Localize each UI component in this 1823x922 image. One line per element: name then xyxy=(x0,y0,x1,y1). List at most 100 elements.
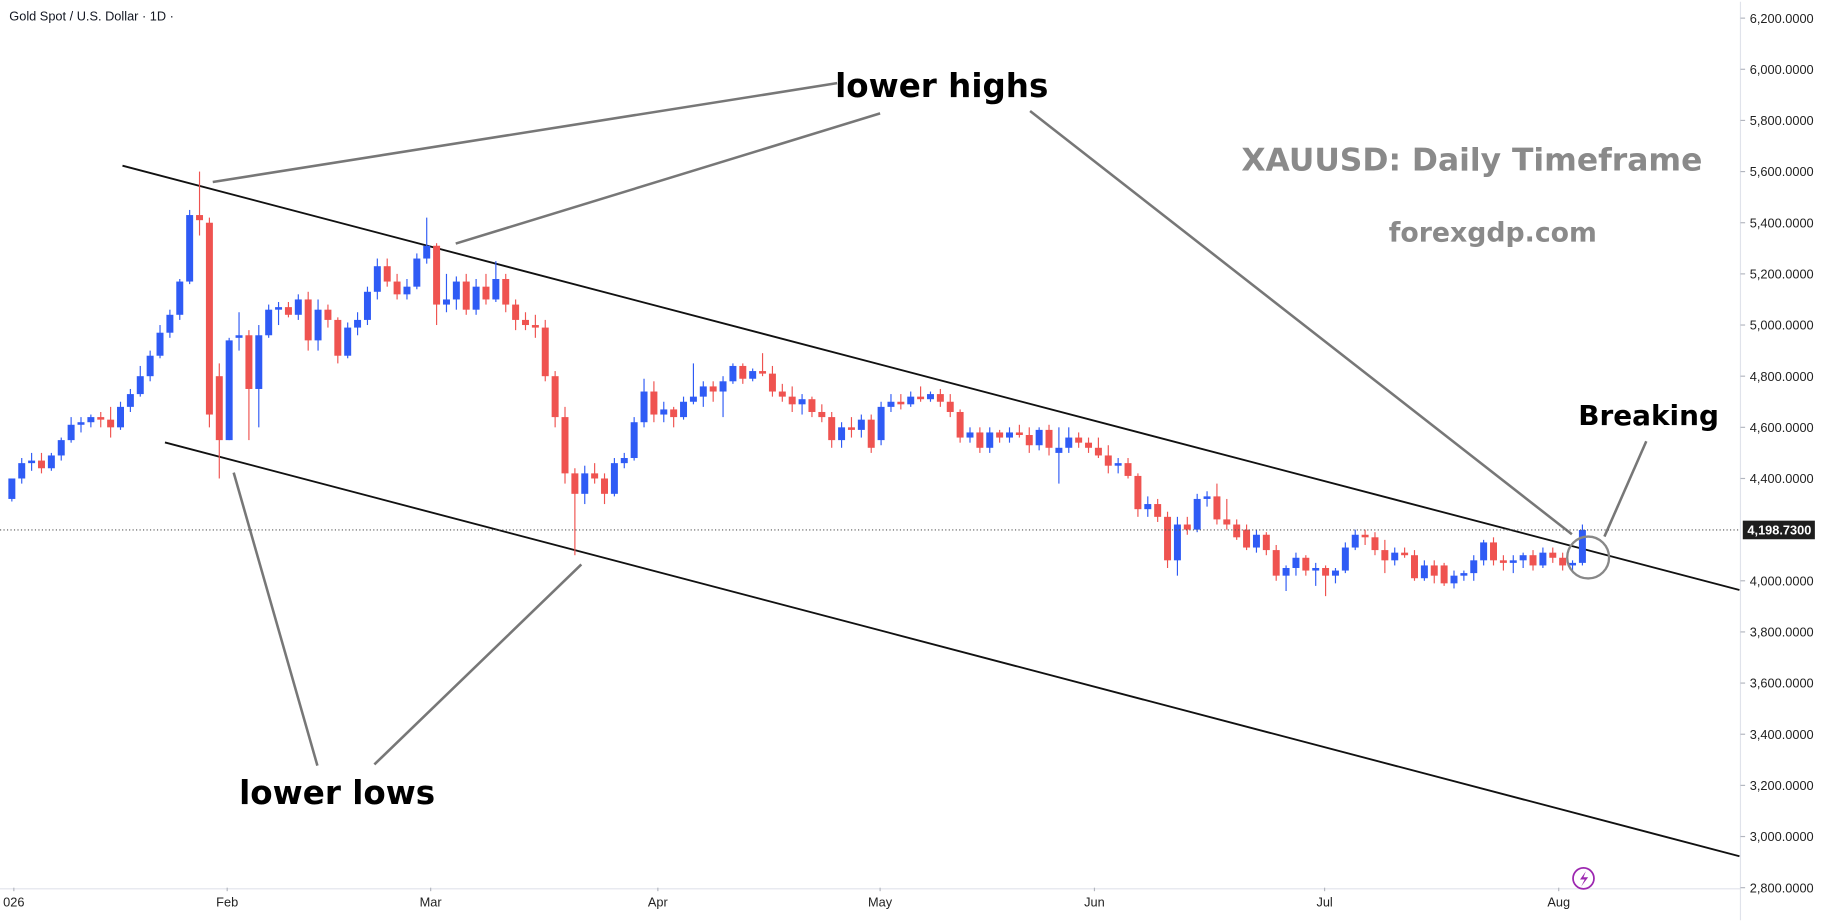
candle-body xyxy=(462,281,470,310)
candle-body xyxy=(522,319,529,326)
candle-body xyxy=(917,396,925,400)
last-price-box xyxy=(1742,520,1815,540)
y-tick-label: 3,200.0000 xyxy=(1750,778,1814,793)
candle-body xyxy=(215,376,223,441)
candle-body xyxy=(1450,575,1458,584)
candle-body xyxy=(284,307,292,315)
candle-body xyxy=(255,335,263,389)
candle-body xyxy=(966,432,974,438)
candle-body xyxy=(630,422,638,459)
candle-body xyxy=(1104,455,1112,466)
break-circle xyxy=(1566,535,1611,580)
candle-body xyxy=(1203,496,1211,499)
candle-body xyxy=(1499,560,1507,563)
candle-body xyxy=(581,473,589,494)
candle-body xyxy=(1401,552,1409,556)
y-tick-label: 5,000.0000 xyxy=(1750,318,1814,333)
candle-body xyxy=(324,309,332,320)
y-tick-label: 5,200.0000 xyxy=(1750,267,1814,282)
pointer xyxy=(1603,440,1648,538)
candle-body xyxy=(877,406,885,441)
y-tick-label: 3,600.0000 xyxy=(1750,676,1814,691)
candle-body xyxy=(1134,475,1142,510)
candle-body xyxy=(1470,560,1478,574)
y-tick-label: 5,800.0000 xyxy=(1750,113,1814,128)
candle-body xyxy=(28,460,36,464)
candle-body xyxy=(719,381,727,392)
chart-title: Gold Spot / U.S. Dollar · 1D · xyxy=(9,8,174,23)
candle-body xyxy=(146,355,154,377)
candle-body xyxy=(403,286,411,295)
y-tick-label: 3,800.0000 xyxy=(1750,625,1814,640)
candle-body xyxy=(373,266,381,292)
candle-body xyxy=(1025,435,1033,446)
candle-body xyxy=(1243,529,1251,548)
pointer xyxy=(212,81,838,184)
candle-body xyxy=(57,440,65,456)
y-tick-label: 6,000.0000 xyxy=(1750,62,1814,77)
candle-body xyxy=(670,409,678,418)
candle-body xyxy=(660,409,668,415)
candle-body xyxy=(77,422,85,425)
candle-body xyxy=(847,427,855,430)
x-tick-label: Feb xyxy=(216,894,238,909)
candle-body xyxy=(1183,524,1191,530)
candle-body xyxy=(996,432,1004,438)
candle-body xyxy=(1262,534,1270,551)
candle-body xyxy=(838,427,846,441)
candle-body xyxy=(1233,524,1241,538)
candle-body xyxy=(887,401,895,407)
alert-icon[interactable] xyxy=(1572,867,1595,890)
candle-body xyxy=(1173,524,1181,561)
candle-body xyxy=(107,419,115,428)
candle-body xyxy=(857,419,865,430)
candle-body xyxy=(1351,534,1359,548)
candle-body xyxy=(136,376,144,395)
candle-body xyxy=(788,396,796,405)
candle-body xyxy=(1006,432,1013,438)
candle-body xyxy=(739,365,747,379)
candle-body xyxy=(1322,567,1330,576)
candle-body xyxy=(176,281,184,315)
candle-body xyxy=(1569,562,1577,566)
trendline xyxy=(122,164,1740,591)
candle-body xyxy=(1361,534,1369,538)
candle-body xyxy=(482,286,490,300)
plot-area xyxy=(8,164,1740,858)
candle-body xyxy=(334,319,342,356)
candle-body xyxy=(275,307,283,310)
candle-body xyxy=(798,399,806,405)
candle-body xyxy=(186,215,194,282)
candle-body xyxy=(1331,570,1339,576)
candle-body xyxy=(512,304,520,320)
candle-body xyxy=(472,286,480,310)
candle-body xyxy=(225,340,233,441)
y-tick-label: 3,000.0000 xyxy=(1750,829,1814,844)
candle-body xyxy=(413,258,421,287)
candle-body xyxy=(433,245,441,305)
y-tick-label: 4,800.0000 xyxy=(1750,369,1814,384)
candle-body xyxy=(1549,552,1557,558)
candle-body xyxy=(166,314,174,333)
y-tick-label: 3,400.0000 xyxy=(1750,727,1814,742)
candle-body xyxy=(442,299,450,305)
candle-body xyxy=(117,406,124,428)
candle-body xyxy=(393,281,401,295)
candle-body xyxy=(778,391,786,397)
candle-body xyxy=(1519,555,1527,561)
candle-body xyxy=(1124,463,1132,476)
pointer xyxy=(373,563,583,766)
candle-body xyxy=(1539,552,1547,566)
candle-body xyxy=(818,411,826,418)
candle-body xyxy=(383,266,391,282)
last-price-label: 4,198.7300 xyxy=(1747,523,1811,538)
candle-body xyxy=(531,325,539,328)
candle-body xyxy=(126,394,134,407)
pointer xyxy=(455,112,881,245)
candle-body xyxy=(363,291,371,320)
candle-body xyxy=(1490,542,1497,561)
y-tick-label: 4,400.0000 xyxy=(1750,471,1814,486)
candle-body xyxy=(759,371,767,374)
